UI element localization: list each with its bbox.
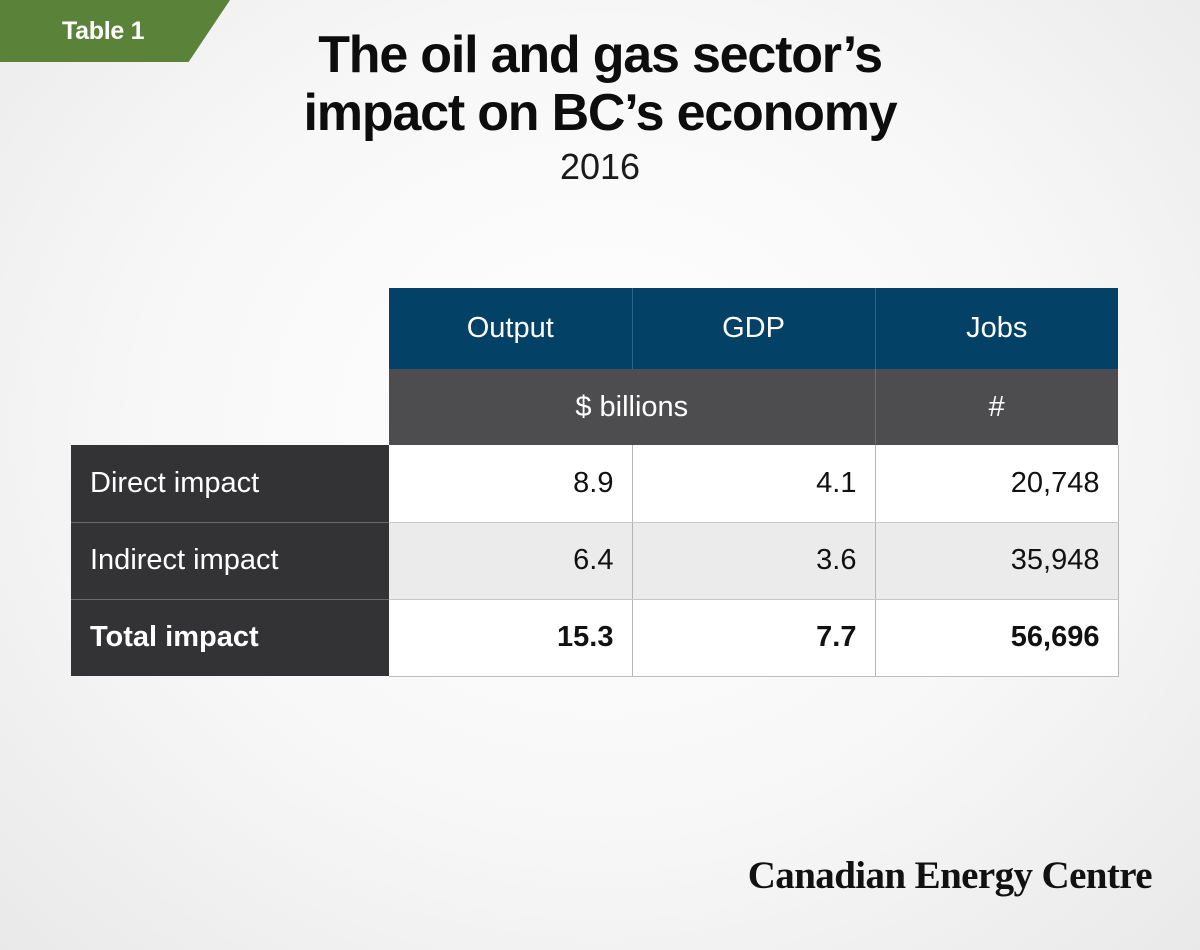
units-row: $ billions # xyxy=(71,369,1118,445)
publisher-logo-text: Canadian Energy Centre xyxy=(747,854,1153,897)
header-row: Output GDP Jobs xyxy=(71,288,1118,369)
table-row: Indirect impact 6.4 3.6 35,948 xyxy=(71,522,1119,600)
column-header-gdp: GDP xyxy=(631,288,875,369)
table-row: Total impact 15.3 7.7 56,696 xyxy=(71,599,1119,677)
title-line-1: The oil and gas sector’s xyxy=(318,26,883,84)
title-line-2: impact on BC’s economy xyxy=(303,84,898,142)
column-header-jobs: Jobs xyxy=(874,288,1118,369)
units-jobs-count: # xyxy=(874,369,1118,445)
chart-subtitle: 2016 xyxy=(559,146,641,187)
column-header-output: Output xyxy=(389,288,632,369)
table-number-tag: Table 1 xyxy=(0,0,230,62)
cell-indirect-gdp: 3.6 xyxy=(632,522,876,600)
cell-total-jobs: 56,696 xyxy=(875,599,1119,677)
row-label-direct-impact: Direct impact xyxy=(71,445,389,523)
units-blank-cell xyxy=(71,369,389,445)
table-row: Direct impact 8.9 4.1 20,748 xyxy=(71,445,1119,523)
cell-direct-jobs: 20,748 xyxy=(875,445,1119,523)
units-dollars-billions: $ billions xyxy=(389,369,875,445)
impact-table: Output GDP Jobs $ billions # Direct impa… xyxy=(71,288,1119,677)
cell-total-output: 15.3 xyxy=(389,599,633,677)
chart-title: The oil and gas sector’s impact on BC’s … xyxy=(0,26,1200,142)
row-label-indirect-impact: Indirect impact xyxy=(71,522,389,600)
cell-direct-gdp: 4.1 xyxy=(632,445,876,523)
header-blank-cell xyxy=(71,288,389,369)
cell-indirect-output: 6.4 xyxy=(389,522,633,600)
cell-indirect-jobs: 35,948 xyxy=(875,522,1119,600)
cell-total-gdp: 7.7 xyxy=(632,599,876,677)
table-number-label: Table 1 xyxy=(62,17,145,45)
cell-direct-output: 8.9 xyxy=(389,445,633,523)
row-label-total-impact: Total impact xyxy=(71,599,389,676)
